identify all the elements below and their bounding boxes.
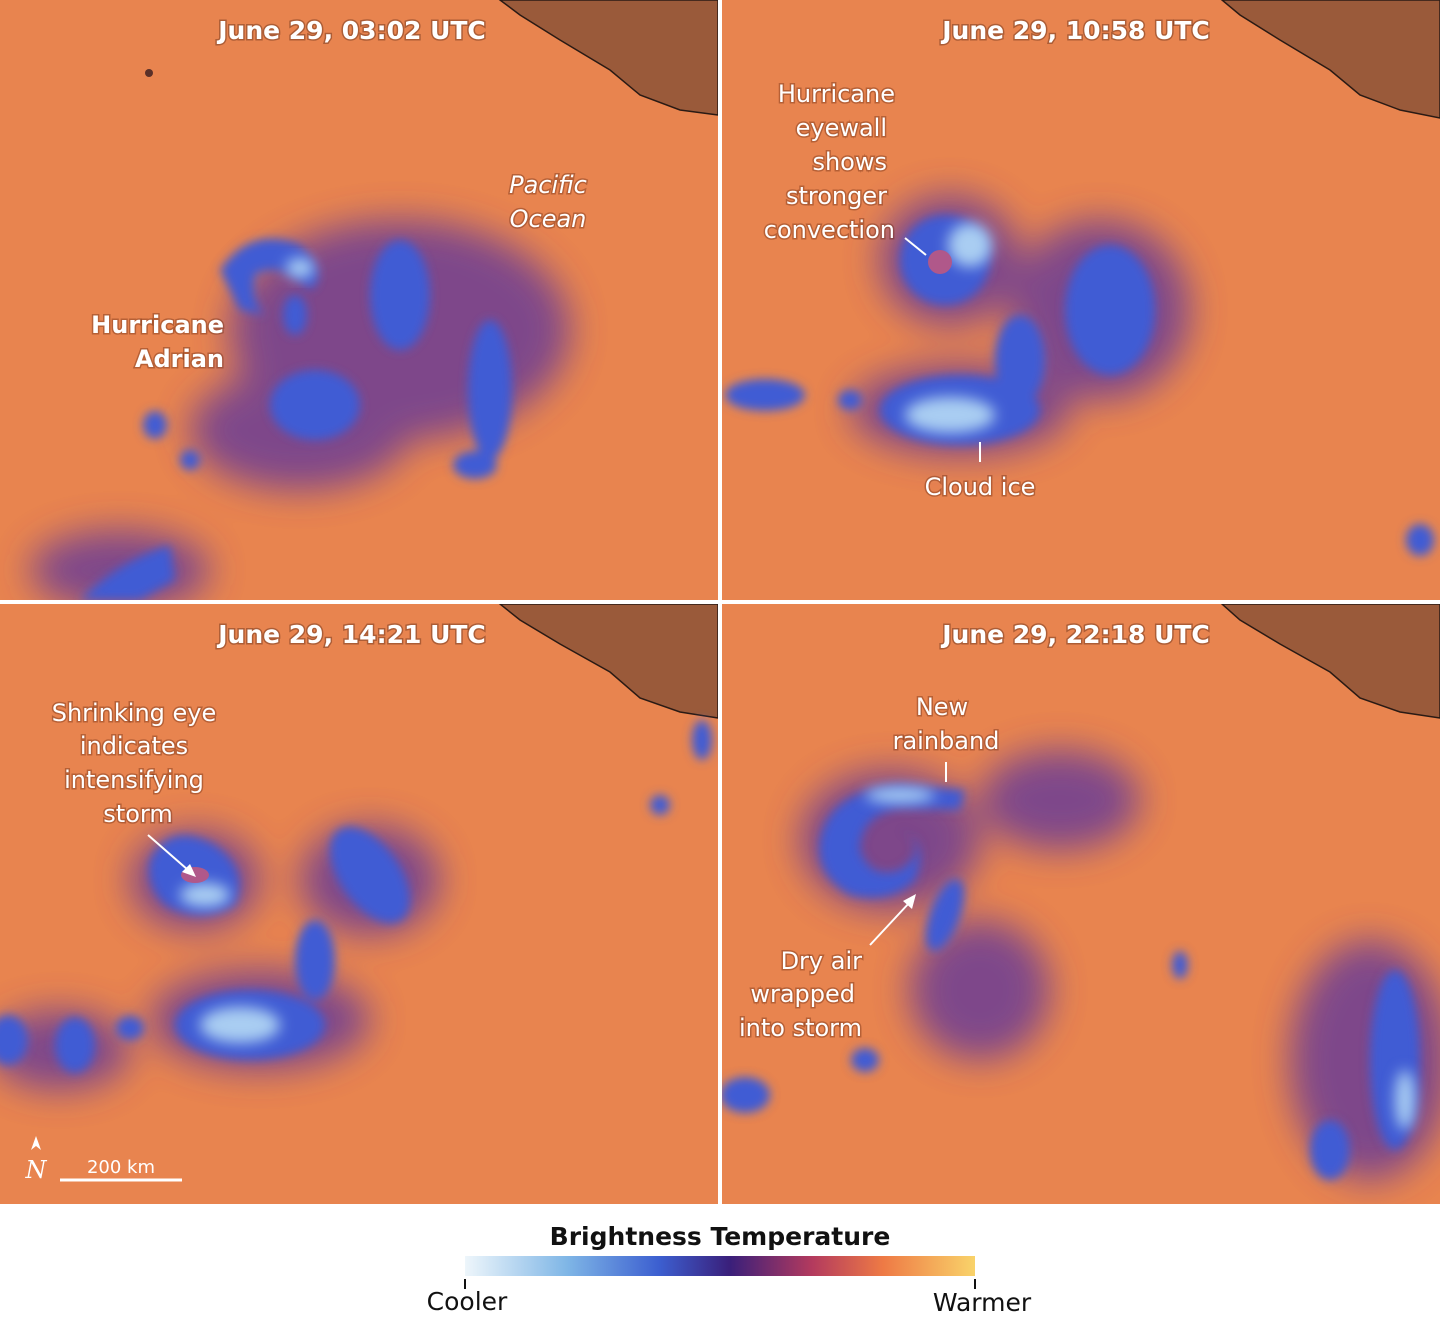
annotation-line: indicates — [80, 732, 188, 760]
legend-low-label: Cooler — [427, 1287, 508, 1316]
pointer — [147, 834, 189, 871]
timestamp: June 29, 22:18 UTC — [940, 620, 1210, 649]
panel: June 29, 22:18 UTC New rainband Dry air … — [722, 604, 1440, 1204]
legend: Brightness Temperature Cooler Warmer — [427, 1222, 1032, 1317]
cloud-ice — [905, 223, 995, 433]
cloud-ice — [865, 787, 1415, 1130]
annotation-line: stronger — [786, 182, 887, 210]
annotation-line: Hurricane — [91, 311, 224, 339]
annotation-line: Shrinking eye — [52, 699, 217, 727]
panel: June 29, 14:21 UTC Shrinking eye indicat… — [0, 604, 718, 1204]
annotation-line: storm — [103, 800, 172, 828]
annotation-line: Ocean — [510, 205, 587, 233]
coastline — [498, 0, 718, 116]
scale-label: 200 km — [87, 1157, 155, 1178]
cloud-ice — [286, 258, 314, 278]
coastline — [498, 604, 718, 719]
annotation-line: Adrian — [135, 345, 224, 373]
legend-title: Brightness Temperature — [550, 1222, 891, 1251]
legend-high-label: Warmer — [933, 1288, 1032, 1317]
pointer — [904, 237, 927, 256]
coastline — [1220, 0, 1440, 119]
annotation-line: convection — [764, 216, 895, 244]
annotation-line: rainband — [893, 727, 1000, 755]
annotation-line: Dry air — [781, 947, 863, 975]
annotation-line: Pacific — [509, 171, 587, 199]
annotation-line: Cloud ice — [925, 473, 1036, 501]
panel: June 29, 03:02 UTC Pacific Ocean Hurrica… — [0, 0, 718, 600]
annotation-line: Hurricane — [778, 80, 895, 108]
annotation-line: wrapped — [750, 980, 855, 1008]
annotation-line: eyewall — [796, 114, 887, 142]
coastline — [1220, 604, 1440, 719]
arrowhead — [903, 894, 916, 909]
cloud-ice — [180, 883, 280, 1043]
timestamp: June 29, 03:02 UTC — [216, 16, 486, 45]
north-label: N — [25, 1156, 48, 1184]
panel: June 29, 10:58 UTC Hurricane eyewall sho… — [722, 0, 1440, 600]
north-arrow — [31, 1136, 41, 1150]
eye — [928, 250, 952, 274]
color-ramp — [465, 1256, 975, 1276]
annotation-line: shows — [812, 148, 887, 176]
annotation-line: New — [916, 693, 968, 721]
annotation-line: intensifying — [64, 766, 204, 794]
cloud-core — [80, 238, 512, 600]
timestamp: June 29, 10:58 UTC — [940, 16, 1210, 45]
annotation-line: into storm — [739, 1014, 862, 1042]
island — [145, 69, 153, 77]
pointer — [869, 901, 911, 946]
arrowhead — [182, 864, 196, 877]
timestamp: June 29, 14:21 UTC — [216, 620, 486, 649]
